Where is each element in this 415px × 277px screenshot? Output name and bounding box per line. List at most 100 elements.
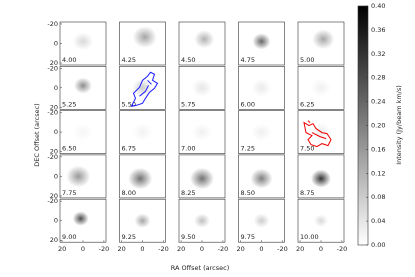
x-tick-label: -20 [337, 245, 348, 253]
panel-group: 10.00 20 0 -20 [296, 198, 348, 253]
y-tick-label: -20 [47, 153, 58, 161]
colorbar-tick-label: 0.12 [371, 169, 385, 177]
y-axis-label: DEC Offset (arcsec) [33, 103, 41, 166]
channel-label: 4.25 [122, 56, 136, 64]
emission [72, 211, 89, 226]
x-tick-label: 20 [58, 245, 66, 253]
panel-group: 9.25 20 0 -20 [117, 198, 169, 253]
y-tick-label: 0 [54, 172, 58, 180]
emission [252, 33, 271, 50]
emission [73, 32, 93, 51]
emission [192, 78, 212, 97]
panel-group: 7.50 [297, 110, 345, 154]
panel-group: 9.50 20 0 -20 [177, 198, 229, 253]
emission [132, 26, 157, 48]
panel-group: 6.50 -20 0 20 [47, 109, 107, 156]
panel-group: 7.00 [178, 110, 226, 154]
channel-label: 9.00 [62, 233, 76, 241]
colorbar-tick-label: 0.32 [371, 50, 385, 58]
panel-group: 8.25 [178, 154, 226, 199]
channel-label: 7.75 [62, 189, 76, 197]
channel-label: 7.00 [181, 145, 195, 153]
colorbar-tick-label: 0.24 [371, 98, 385, 106]
y-tick-label: 0 [54, 84, 58, 92]
panel-group: 6.25 [297, 66, 345, 110]
panel-group: 5.25 -20 0 20 [47, 64, 107, 111]
emission [134, 213, 151, 228]
x-tick-label: -20 [277, 245, 288, 253]
colorbar-tick-label: 0.36 [371, 26, 385, 34]
colorbar-tick-label: 0.28 [371, 74, 385, 82]
channel-label: 8.75 [300, 189, 314, 197]
channel-label: 8.25 [181, 189, 195, 197]
x-tick-label: -20 [99, 245, 110, 253]
channel-label: 4.75 [241, 56, 255, 64]
colorbar-tick-label: 0.16 [371, 145, 385, 153]
colorbar-tick-label: 0.00 [371, 241, 385, 249]
channel-label: 7.25 [241, 145, 255, 153]
panel-group: 4.25 [119, 21, 166, 66]
x-tick-label: 20 [117, 245, 125, 253]
x-tick-label: 0 [200, 245, 204, 253]
x-tick-label: 20 [236, 245, 244, 253]
colorbar-tick-label: 0.40 [371, 2, 385, 10]
y-tick-label: 0 [54, 40, 58, 48]
emission [128, 167, 153, 190]
channel-label: 5.00 [300, 56, 314, 64]
colorbar-tick-label: 0.20 [371, 122, 385, 130]
emission [74, 77, 92, 94]
channel-label: 8.50 [241, 189, 255, 197]
channel-label: 6.75 [122, 145, 136, 153]
colorbar-tick-label: 0.08 [371, 193, 385, 201]
channel-label: 6.00 [241, 100, 255, 108]
channel-label: 9.50 [181, 233, 195, 241]
channel-label: 4.50 [181, 56, 195, 64]
channel-label: 6.50 [62, 145, 76, 153]
x-tick-label: 0 [259, 245, 263, 253]
emission [194, 213, 210, 228]
panel-group: 5.75 [178, 66, 226, 110]
x-axis-label: RA Offset (arcsec) [171, 264, 229, 272]
panel-group: 4.50 [178, 21, 226, 66]
channel-label: 5.25 [62, 100, 76, 108]
channel-label: 9.75 [241, 233, 255, 241]
panel-group: 4.00 -20 0 20 [47, 20, 107, 67]
y-tick-label: -20 [47, 64, 58, 72]
emission [314, 214, 328, 227]
emission [190, 167, 214, 190]
channel-label: 4.00 [62, 56, 76, 64]
panel-group: 4.75 [238, 21, 285, 66]
panel [119, 66, 166, 110]
y-tick-label: 0 [54, 128, 58, 136]
channel-label: 9.25 [122, 233, 136, 241]
panel-group: 8.50 [238, 154, 285, 199]
panel [59, 198, 107, 243]
y-tick-label: 20 [50, 148, 58, 156]
emission [73, 123, 93, 142]
y-tick-label: 0 [54, 217, 58, 225]
colorbar-tick-label: 0.04 [371, 217, 385, 225]
x-tick-label: 20 [296, 245, 304, 253]
x-tick-label: -20 [158, 245, 169, 253]
panel-group: 8.75 [297, 154, 345, 199]
panel-group: 7.25 [238, 110, 285, 154]
channel-label: 6.25 [300, 100, 314, 108]
contour [303, 120, 332, 148]
emission [66, 165, 91, 188]
y-tick-label: -20 [47, 109, 58, 117]
colorbar-label: Intensity (Jy/beam km/s) [395, 85, 403, 165]
y-tick-label: -20 [47, 197, 58, 205]
y-tick-label: 20 [50, 59, 58, 67]
emission [312, 29, 335, 50]
panel [297, 21, 345, 66]
panel-group: 5.00 [297, 21, 345, 66]
channel-label: 8.00 [122, 189, 136, 197]
x-tick-label: 0 [81, 245, 85, 253]
emission [250, 168, 273, 189]
x-tick-label: -20 [218, 245, 229, 253]
emission [132, 123, 153, 142]
emission [251, 123, 272, 142]
panel-group: 8.00 [119, 154, 166, 199]
panel-group: 7.75 -20 0 20 [47, 153, 107, 200]
